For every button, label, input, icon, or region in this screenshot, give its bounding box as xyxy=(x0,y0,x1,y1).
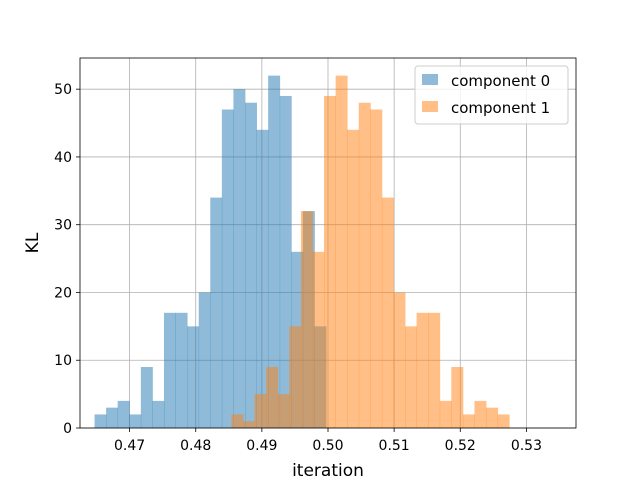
legend-swatch-component-0 xyxy=(422,74,438,85)
y-tick-label: 30 xyxy=(54,218,72,234)
x-tick-label: 0.48 xyxy=(180,438,211,454)
histogram-bar xyxy=(117,400,130,428)
histogram-bar xyxy=(256,129,269,429)
histogram-bar xyxy=(140,367,153,428)
legend: component 0 component 1 xyxy=(414,65,569,125)
histogram-bar xyxy=(279,95,292,428)
histogram-bar xyxy=(439,400,452,428)
histogram-bar xyxy=(300,211,313,428)
histogram-bar xyxy=(393,292,406,428)
histogram-bar xyxy=(486,407,499,428)
histogram-bar xyxy=(277,394,290,428)
histogram-bar xyxy=(163,312,176,428)
histogram-bar xyxy=(428,312,441,428)
y-axis-ticks: 0 10 20 30 40 50 xyxy=(54,82,80,437)
histogram-bar xyxy=(312,251,325,428)
x-axis-ticks: 0.47 0.48 0.49 0.50 0.51 0.52 0.53 xyxy=(114,428,542,454)
legend-label-component-0: component 0 xyxy=(451,72,550,90)
x-tick-label: 0.51 xyxy=(379,438,410,454)
histogram-bar xyxy=(335,75,348,428)
x-tick-label: 0.49 xyxy=(246,438,277,454)
x-tick-label: 0.47 xyxy=(114,438,145,454)
histogram-bar xyxy=(266,367,279,428)
x-tick-label: 0.52 xyxy=(445,438,476,454)
histogram-bar xyxy=(497,414,510,428)
histogram-bar xyxy=(129,414,142,428)
histogram-bar xyxy=(347,129,360,429)
y-tick-label: 50 xyxy=(54,82,72,98)
histogram-bar xyxy=(175,312,188,428)
histogram-bar xyxy=(254,394,267,428)
histogram-bar xyxy=(152,400,165,428)
y-tick-label: 10 xyxy=(54,353,72,369)
histogram-bar xyxy=(245,102,257,428)
histogram-bar xyxy=(358,102,371,428)
y-tick-label: 20 xyxy=(54,285,72,301)
histogram-bar xyxy=(416,312,429,428)
legend-box xyxy=(414,65,569,125)
histogram-bar xyxy=(474,400,487,428)
histogram-bar xyxy=(106,407,119,428)
y-tick-label: 40 xyxy=(54,150,72,166)
histogram-bar xyxy=(231,414,244,428)
x-tick-label: 0.53 xyxy=(511,438,542,454)
histogram-bar xyxy=(381,197,394,428)
histogram-bar xyxy=(243,421,255,428)
histogram-bar xyxy=(324,95,337,428)
histogram-bar xyxy=(405,326,418,428)
histogram-bar xyxy=(198,292,211,428)
x-axis-title: iteration xyxy=(292,461,364,480)
series-component-1-bars xyxy=(231,75,510,429)
histogram-bar xyxy=(268,75,281,428)
histogram-bar xyxy=(451,367,464,428)
histogram-bar xyxy=(233,89,246,429)
histogram-bar xyxy=(221,109,234,428)
histogram-bar xyxy=(210,197,223,428)
y-tick-label: 0 xyxy=(63,421,72,437)
histogram-bar xyxy=(187,326,200,428)
legend-label-component-1: component 1 xyxy=(451,99,550,117)
histogram-bar xyxy=(289,326,302,428)
x-tick-label: 0.50 xyxy=(312,438,343,454)
histogram-bar xyxy=(94,414,107,428)
histogram-bar xyxy=(370,109,383,428)
legend-swatch-component-1 xyxy=(422,101,438,112)
histogram-bar xyxy=(462,414,475,428)
y-axis-title: KL xyxy=(23,232,43,253)
